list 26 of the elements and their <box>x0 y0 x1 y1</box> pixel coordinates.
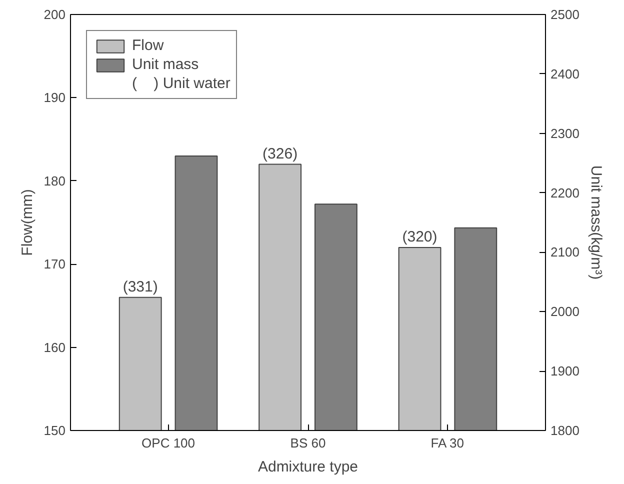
y2-tick-label: 2000 <box>550 304 580 320</box>
legend-label: Unit mass <box>132 56 199 73</box>
y2-axis-title: Unit mass(kg/m³) <box>587 165 604 280</box>
y-tick-label: 190 <box>44 90 66 106</box>
annotation: (320) <box>402 228 438 246</box>
x-axis-title: Admixture type <box>258 458 358 476</box>
y2-tick-label: 2400 <box>550 66 580 82</box>
annotation: ( ) Unit water <box>132 75 230 92</box>
y2-tick-label: 1900 <box>550 364 580 379</box>
annotation: (331) <box>122 278 158 296</box>
y-tick-label: 200 <box>44 7 66 22</box>
y-axis-title: Flow(mm) <box>18 189 36 256</box>
y-tick-label: 180 <box>44 173 66 188</box>
x-tick-label: BS 60 <box>290 436 326 450</box>
x-tick-label: FA 30 <box>430 436 464 450</box>
y2-tick-label: 2300 <box>550 126 580 141</box>
y2-tick-label: 2200 <box>550 185 580 200</box>
y-tick-label: 160 <box>44 340 66 355</box>
x-tick-label: OPC 100 <box>142 436 196 450</box>
y-tick-label: 150 <box>44 423 66 438</box>
y-tick-label: 170 <box>44 256 66 272</box>
annotation: (326) <box>262 145 298 162</box>
y2-tick-label: 1800 <box>550 423 580 438</box>
y2-tick-label: 2500 <box>550 7 580 22</box>
y2-tick-label: 2100 <box>550 244 580 260</box>
legend-label: Flow <box>132 37 164 54</box>
